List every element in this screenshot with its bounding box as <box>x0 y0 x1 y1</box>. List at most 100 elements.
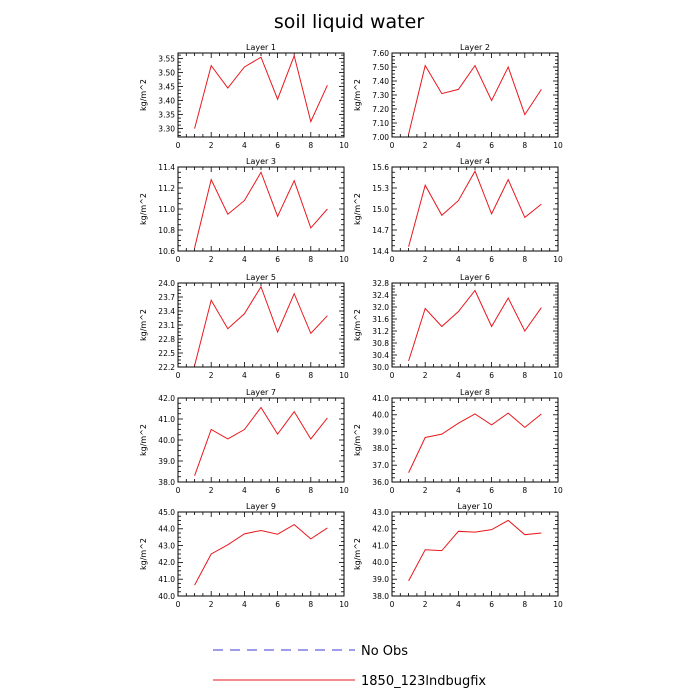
y-axis-label: kg/m^2 <box>139 309 148 341</box>
y-axis-label: kg/m^2 <box>139 538 148 570</box>
y-tick-label: 7.10 <box>372 119 389 128</box>
legend-label: No Obs <box>361 644 408 659</box>
y-tick-label: 40.0 <box>158 436 175 445</box>
y-axis-label: kg/m^2 <box>139 79 148 111</box>
y-tick-label: 38.0 <box>372 592 389 601</box>
series-line <box>194 285 328 366</box>
y-tick-label: 45.0 <box>158 508 175 517</box>
series-line <box>194 54 328 129</box>
y-tick-label: 31.6 <box>372 315 389 324</box>
y-tick-label: 32.4 <box>372 291 389 300</box>
y-tick-label: 41.0 <box>372 541 389 550</box>
x-tick-label: 8 <box>308 255 313 264</box>
chart-title: soil liquid water <box>274 11 424 33</box>
y-tick-label: 14.7 <box>372 226 389 235</box>
plot-frame <box>177 166 345 252</box>
legend: No Obs 1850_123lndbugfix <box>213 644 486 689</box>
plot-frame <box>391 397 559 483</box>
x-tick-label: 10 <box>553 371 563 380</box>
x-tick-label: 10 <box>553 255 563 264</box>
x-tick-label: 4 <box>242 141 247 150</box>
y-tick-label: 32.8 <box>372 279 389 288</box>
x-tick-label: 6 <box>275 600 280 609</box>
y-axis-label: kg/m^2 <box>139 193 148 225</box>
x-tick-label: 4 <box>242 371 247 380</box>
y-tick-label: 7.40 <box>372 77 389 86</box>
y-tick-label: 15.6 <box>372 163 389 172</box>
y-tick-label: 40.0 <box>372 558 389 567</box>
y-tick-label: 30.0 <box>372 363 389 372</box>
legend-item-1: No Obs <box>213 644 408 659</box>
x-tick-label: 2 <box>209 255 214 264</box>
y-tick-label: 43.0 <box>372 508 389 517</box>
panel-8: Layer 8 0 2 4 6 8 10 36.0 37.0 38.0 39.0 40.0 41.0 kg… <box>353 388 563 495</box>
panel-7: Layer 7 0 2 4 6 8 10 38.0 39.0 40.0 41.0 42.0 kg/m^2 <box>139 388 349 495</box>
y-tick-label: 22.5 <box>158 349 175 358</box>
x-tick-label: 0 <box>176 141 181 150</box>
x-tick-label: 4 <box>456 141 461 150</box>
x-tick-label: 10 <box>339 371 349 380</box>
y-axis-label: kg/m^2 <box>139 424 148 456</box>
y-axis-label: kg/m^2 <box>353 538 362 570</box>
y-tick-label: 43.0 <box>158 541 175 550</box>
y-tick-label: 3.35 <box>158 110 175 119</box>
panel-title: Layer 2 <box>460 43 490 52</box>
y-axis-label: kg/m^2 <box>353 193 362 225</box>
y-tick-label: 7.20 <box>372 105 389 114</box>
series-line <box>408 412 542 473</box>
series-line <box>408 64 542 135</box>
x-tick-label: 10 <box>339 600 349 609</box>
panel-title: Layer 7 <box>246 388 276 397</box>
x-tick-label: 2 <box>423 141 428 150</box>
x-tick-label: 6 <box>489 486 494 495</box>
y-tick-label: 15.3 <box>372 184 389 193</box>
x-tick-label: 4 <box>456 371 461 380</box>
x-tick-label: 10 <box>339 255 349 264</box>
y-tick-label: 3.55 <box>158 54 175 63</box>
x-tick-label: 6 <box>275 486 280 495</box>
legend-item-2: 1850_123lndbugfix <box>213 674 486 689</box>
y-tick-label: 11.0 <box>158 205 175 214</box>
x-tick-label: 6 <box>275 371 280 380</box>
series-line <box>408 170 542 247</box>
y-tick-label: 23.7 <box>158 293 175 302</box>
y-tick-label: 36.0 <box>372 478 389 487</box>
series-line <box>194 406 328 476</box>
x-tick-label: 2 <box>209 141 214 150</box>
y-tick-label: 22.8 <box>158 335 175 344</box>
y-tick-label: 23.1 <box>158 321 175 330</box>
y-tick-label: 30.4 <box>372 351 389 360</box>
x-tick-label: 0 <box>176 600 181 609</box>
x-tick-label: 4 <box>456 255 461 264</box>
panel-title: Layer 8 <box>460 388 490 397</box>
y-axis-label: kg/m^2 <box>353 79 362 111</box>
plot-frame <box>391 166 559 252</box>
x-tick-label: 0 <box>390 141 395 150</box>
panel-9: Layer 9 0 2 4 6 8 10 40.0 41.0 42.0 43.0 44.0 45.0 kg… <box>139 502 349 609</box>
x-tick-label: 10 <box>553 141 563 150</box>
y-tick-label: 32.0 <box>372 303 389 312</box>
series-line <box>194 523 328 586</box>
y-tick-label: 41.0 <box>158 575 175 584</box>
y-tick-label: 39.0 <box>158 457 175 466</box>
series-line <box>194 171 328 248</box>
x-tick-label: 6 <box>489 600 494 609</box>
plot-frame <box>177 52 345 138</box>
y-tick-label: 14.4 <box>372 247 389 256</box>
y-tick-label: 7.00 <box>372 133 389 142</box>
panels: Layer 10 2 4 6 8 103.303.353.403.453.503.55kg… <box>139 43 563 609</box>
x-tick-label: 4 <box>242 255 247 264</box>
y-tick-label: 10.6 <box>158 247 175 256</box>
panel-3: Layer 3 0 2 4 6 8 10 10.6 10.8 11.0 11.2 11.4 kg/m^2 <box>139 157 349 264</box>
y-tick-label: 37.0 <box>372 461 389 470</box>
x-tick-label: 2 <box>209 371 214 380</box>
x-tick-label: 0 <box>390 600 395 609</box>
x-tick-label: 8 <box>522 141 527 150</box>
x-tick-label: 10 <box>553 486 563 495</box>
y-tick-label: 10.8 <box>158 226 175 235</box>
y-tick-label: 39.0 <box>372 427 389 436</box>
series-line <box>408 289 542 362</box>
y-tick-label: 42.0 <box>158 394 175 403</box>
x-tick-label: 8 <box>308 486 313 495</box>
